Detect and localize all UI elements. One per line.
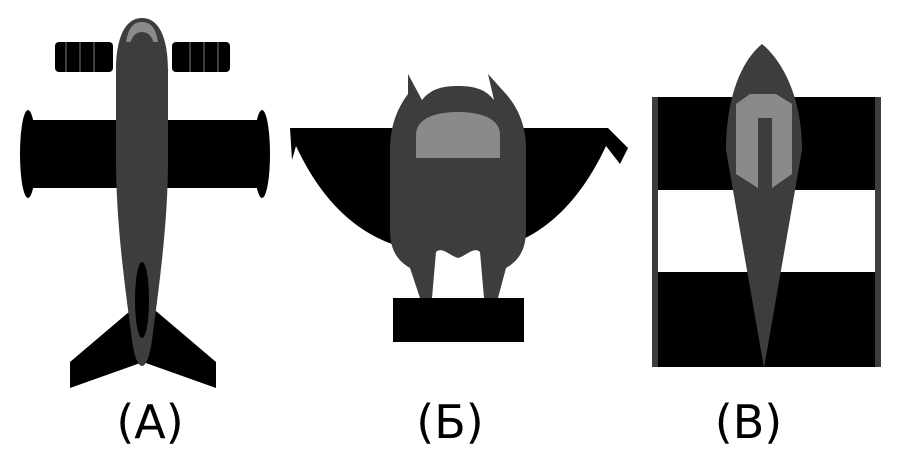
jet-lander-topdown-icon [290, 74, 628, 342]
rocket-plane-topdown-icon [652, 44, 881, 368]
figure-c: (В) [600, 0, 897, 464]
airplane-topdown-icon [20, 18, 270, 388]
figure-c-label: (В) [714, 395, 783, 449]
figure-a-label: (А) [116, 395, 184, 449]
figure-a: (А) [0, 0, 300, 464]
figure-b: (Б) [290, 0, 628, 464]
figure-b-label: (Б) [416, 395, 484, 449]
